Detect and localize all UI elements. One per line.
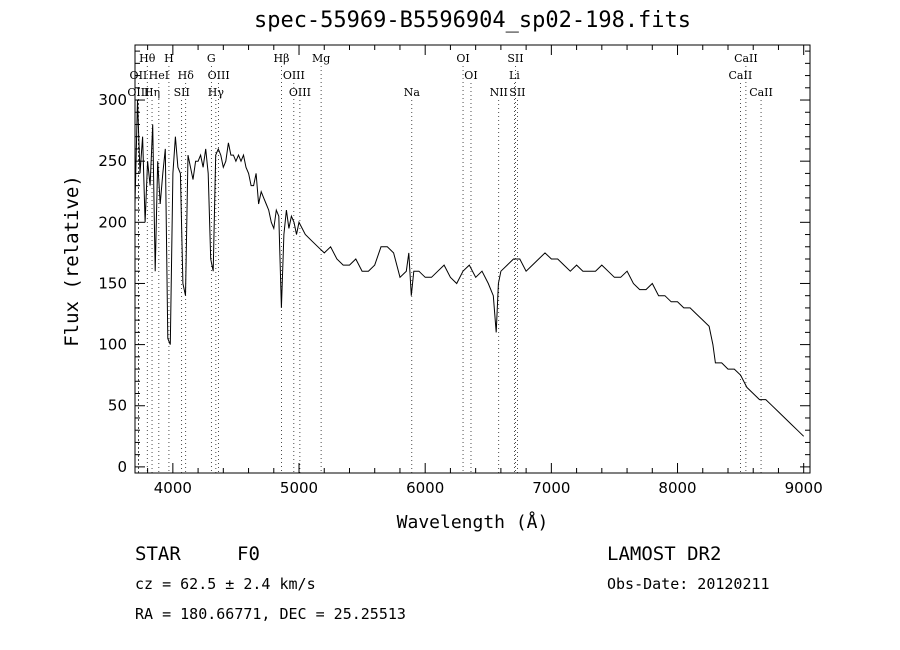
line-marker-label: OI bbox=[456, 52, 469, 65]
line-marker-label: CaII bbox=[729, 69, 753, 82]
line-marker-label: CaII bbox=[749, 86, 773, 99]
line-marker-label: SII bbox=[509, 86, 525, 99]
plot-frame bbox=[134, 44, 811, 474]
line-marker-label: OI bbox=[464, 69, 477, 82]
x-tick-label: 8000 bbox=[658, 479, 696, 497]
observation-date: Obs-Date: 20120211 bbox=[607, 575, 770, 593]
line-marker-label: Hδ bbox=[178, 69, 195, 82]
line-marker-label: HeI bbox=[149, 69, 169, 82]
chart-title: spec-55969-B5596904_sp02-198.fits bbox=[253, 8, 692, 33]
object-class: STAR bbox=[135, 543, 181, 565]
line-marker-label: Hγ bbox=[208, 86, 225, 99]
line-marker-label: OIII bbox=[283, 69, 305, 82]
y-tick-label: 250 bbox=[98, 152, 127, 170]
line-marker-label: G bbox=[207, 52, 216, 65]
line-marker-label: NII bbox=[490, 86, 508, 99]
line-marker-label: CaII bbox=[734, 52, 758, 65]
y-tick-label: 100 bbox=[98, 336, 127, 354]
x-tick-label: 4000 bbox=[154, 479, 192, 497]
coordinates: RA = 180.66771, DEC = 25.25513 bbox=[135, 605, 406, 623]
line-marker-label: Mg bbox=[312, 52, 330, 65]
line-marker-label: H bbox=[164, 52, 174, 65]
survey-name: LAMOST DR2 bbox=[607, 543, 722, 565]
x-tick-label: 5000 bbox=[280, 479, 318, 497]
y-tick-label: 150 bbox=[98, 274, 127, 292]
x-tick-label: 7000 bbox=[532, 479, 570, 497]
line-marker-label: OIII bbox=[289, 86, 311, 99]
line-marker-label: Hη bbox=[144, 86, 160, 99]
line-marker-label: Hβ bbox=[274, 52, 290, 65]
object-subclass: F0 bbox=[237, 543, 260, 565]
line-marker-label: SII bbox=[174, 86, 190, 99]
line-marker-label: OIII bbox=[208, 69, 230, 82]
x-tick-label: 9000 bbox=[785, 479, 823, 497]
line-marker-label: Na bbox=[404, 86, 421, 99]
line-marker-label: OIII bbox=[127, 86, 149, 99]
x-tick-label: 6000 bbox=[406, 479, 444, 497]
redshift-cz: cz = 62.5 ± 2.4 km/s bbox=[135, 575, 316, 593]
y-tick-label: 300 bbox=[98, 91, 127, 109]
y-tick-label: 0 bbox=[117, 458, 127, 476]
y-tick-label: 50 bbox=[108, 397, 127, 415]
y-tick-label: 200 bbox=[98, 213, 127, 231]
line-marker-label: Li bbox=[509, 69, 520, 82]
spectrum-line bbox=[134, 99, 805, 437]
x-axis-label: Wavelength (Å) bbox=[396, 512, 549, 533]
line-marker-label: Hθ bbox=[139, 52, 156, 65]
line-marker-label: SII bbox=[507, 52, 523, 65]
